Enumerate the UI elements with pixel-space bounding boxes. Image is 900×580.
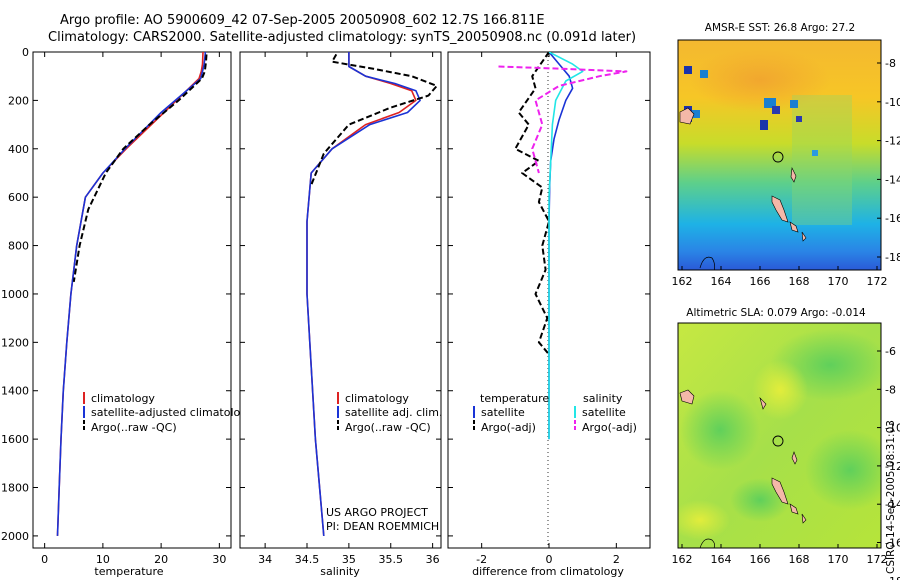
map-y-tick-label: -18 (885, 575, 900, 580)
x-tick-label: -2 (476, 553, 487, 566)
difference-legend: temperature salinity satellite Argo(-adj… (473, 392, 637, 434)
map-x-tick-label: 170 (828, 553, 849, 566)
x-tick-label: 36 (426, 553, 440, 566)
map-x-tick-label: 168 (789, 553, 810, 566)
figure-title-line2: Climatology: CARS2000. Satellite-adjuste… (48, 30, 636, 45)
legend-label-temp-argo: Argo(-adj) (481, 421, 536, 434)
salinity-xlabel: salinity (320, 565, 360, 578)
map-y-tick-label: -8 (885, 57, 896, 70)
series-line-satellite (548, 52, 584, 440)
sst-map-frame (677, 39, 882, 271)
map-y-tick-label: -6 (885, 345, 896, 358)
map-x-tick-label: 162 (672, 553, 693, 566)
x-tick-label: 34.5 (295, 553, 320, 566)
sla-argo-location-marker (772, 435, 784, 447)
map-x-tick-label: 172 (867, 275, 888, 288)
map-y-tick-label: -18 (885, 251, 900, 264)
map-x-tick-label: 172 (867, 553, 888, 566)
sla-map-frame (677, 322, 882, 549)
x-tick-label: 35.5 (379, 553, 404, 566)
map-y-tick-label: -10 (885, 422, 900, 435)
map-y-tick-label: -12 (885, 460, 900, 473)
credit-line1: US ARGO PROJECT (326, 506, 428, 519)
x-tick-label: 2 (613, 553, 620, 566)
legend-label-sal-satellite: satellite (582, 406, 626, 419)
y-tick-label: 800 (8, 240, 29, 253)
sst-map-title: AMSR-E SST: 26.8 Argo: 27.2 (705, 22, 855, 34)
map-y-tick-label: -14 (885, 498, 900, 511)
difference-xlabel: difference from climatology (472, 565, 624, 578)
legend-title-temperature: temperature (480, 392, 549, 405)
sst-map-panel: AMSR-E SST: 26.8 Argo: 27.2 (672, 22, 900, 288)
figure-title-line1: Argo profile: AO 5900609_42 07-Sep-2005 … (60, 13, 545, 28)
x-tick-label: 20 (154, 553, 168, 566)
legend-label-climatology-s: climatology (345, 392, 409, 405)
credit-line2: PI: DEAN ROEMMICH (326, 520, 439, 533)
x-tick-label: 0 (41, 553, 48, 566)
temperature-xlabel: temperature (94, 565, 163, 578)
map-y-tick-label: -12 (885, 135, 900, 148)
sla-map-image (678, 323, 881, 548)
map-y-tick-label: -10 (885, 96, 900, 109)
legend-label-sal-argo: Argo(-adj) (582, 421, 637, 434)
y-tick-label: 1200 (1, 336, 29, 349)
legend-title-salinity: salinity (583, 392, 623, 405)
sla-map-title: Altimetric SLA: 0.079 Argo: -0.014 (686, 307, 866, 319)
series-line-argo-raw-qc (310, 53, 438, 186)
sst-map-image (678, 40, 881, 270)
series-line-argo-raw-qc (72, 54, 208, 283)
y-tick-label: 200 (8, 94, 29, 107)
map-x-tick-label: 162 (672, 275, 693, 288)
temperature-legend: climatology satellite-adjusted climatolo… (83, 392, 254, 434)
y-tick-label: 0 (22, 46, 29, 59)
map-x-tick-label: 168 (789, 275, 810, 288)
salinity-panel: 34 34.5 35 35.5 36 salinity climatology sate… (239, 51, 442, 578)
legend-label-satellite-s: satellite adj. clim. (345, 406, 442, 419)
legend-label-temp-satellite: satellite (481, 406, 525, 419)
series-line-satellite-adjusted-climatology (56, 52, 207, 536)
y-tick-label: 1600 (1, 433, 29, 446)
csiro-timestamp: CSIRO 14-Sep-2005 08:31:03 (885, 420, 897, 574)
y-tick-label: 1800 (1, 482, 29, 495)
map-x-tick-label: 170 (828, 275, 849, 288)
x-tick-label: 30 (212, 553, 226, 566)
legend-label-argo: Argo(..raw -QC) (91, 421, 177, 434)
map-y-tick-label: -8 (885, 383, 896, 396)
x-tick-label: 0 (546, 553, 553, 566)
legend-label-climatology: climatology (91, 392, 155, 405)
salinity-legend: climatology satellite adj. clim. Argo(..… (337, 392, 442, 434)
difference-panel: -2 0 2 difference from climatology tempera… (447, 51, 651, 578)
y-tick-label: 400 (8, 143, 29, 156)
map-x-tick-label: 164 (711, 275, 732, 288)
y-tick-label: 2000 (1, 530, 29, 543)
map-x-tick-label: 166 (750, 275, 771, 288)
x-tick-label: 10 (96, 553, 110, 566)
x-tick-label: 35 (342, 553, 356, 566)
sst-argo-location-marker (772, 151, 784, 163)
y-tick-label: 1400 (1, 385, 29, 398)
map-y-tick-label: -14 (885, 173, 900, 186)
y-tick-label: 1000 (1, 288, 29, 301)
map-x-tick-label: 166 (750, 553, 771, 566)
map-y-tick-label: -16 (885, 537, 900, 550)
legend-label-argo-s: Argo(..raw -QC) (345, 421, 431, 434)
series-line-argo-adj (514, 52, 550, 356)
salinity-axes-frame (239, 51, 442, 549)
temperature-panel: 0 10 20 30 0 200 400 600 800 1000 1200 1400 1600 1800… (1, 46, 254, 578)
series-line-satellite-adj-clim (306, 52, 421, 536)
legend-label-satellite-adjusted: satellite-adjusted climatology (91, 406, 254, 419)
temperature-axes-frame (32, 51, 232, 549)
map-x-tick-label: 164 (711, 553, 732, 566)
x-tick-label: 34 (258, 553, 272, 566)
map-y-tick-label: -16 (885, 212, 900, 225)
sla-map-panel: Altimetric SLA: 0.079 Argo: -0.014 162 16… (672, 307, 900, 580)
y-tick-label: 600 (8, 191, 29, 204)
